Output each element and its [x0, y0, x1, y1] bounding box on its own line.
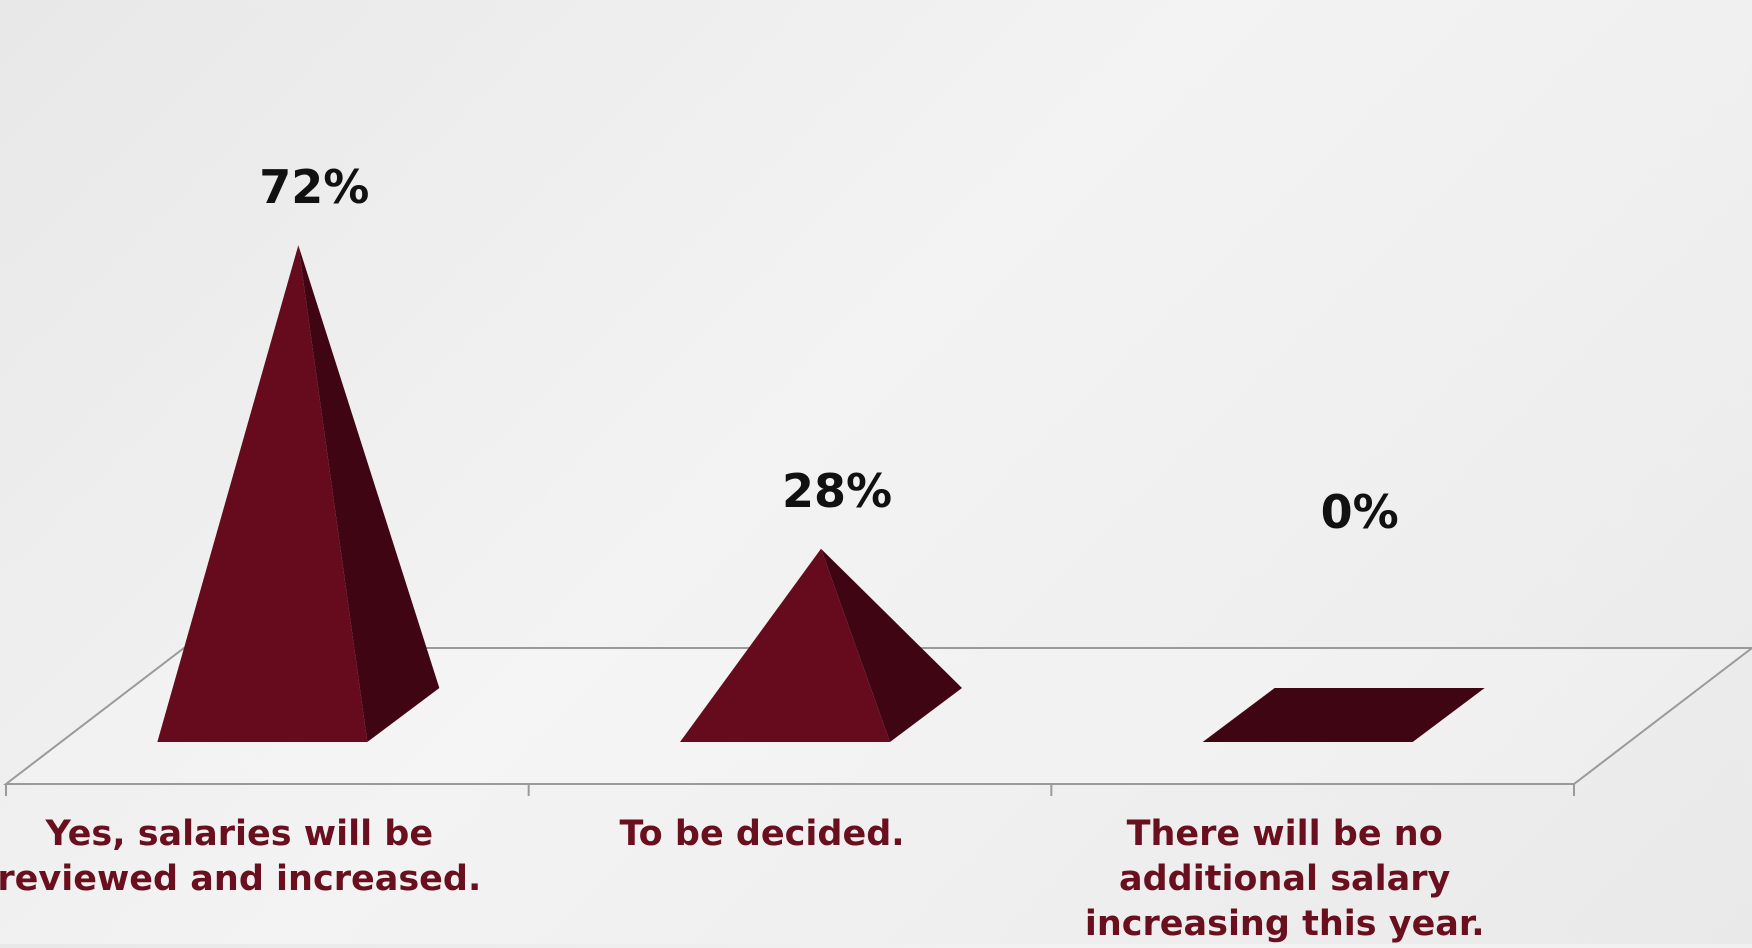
x-tick-label-line: There will be no [1127, 814, 1443, 854]
pyramid-side-face [298, 245, 440, 742]
x-tick-label: Yes, salaries will be reviewed and increa… [0, 814, 481, 899]
data-label: 72% [259, 160, 369, 214]
x-tick-label-line: Yes, salaries will be [45, 814, 434, 854]
pyramid-front-face [680, 548, 890, 742]
x-tick-label-line: reviewed and increased. [0, 859, 481, 899]
x-tick-label-line: To be decided. [619, 814, 904, 854]
data-label: 28% [782, 464, 892, 518]
x-tick-label-line: increasing this year. [1085, 904, 1485, 944]
x-tick-label: There will be no additional salary increas… [1085, 814, 1485, 944]
chart-labels: 72% Yes, salaries will be reviewed and inc… [0, 160, 1485, 944]
pyramid-flat-base [1202, 688, 1485, 742]
pyramid-side-face [821, 548, 962, 742]
x-tick-label: To be decided. [619, 814, 904, 854]
x-tick-label-line: additional salary [1119, 859, 1451, 899]
pyramid-front-face [157, 245, 368, 742]
data-label: 0% [1321, 485, 1399, 539]
chart-marks [157, 245, 1485, 742]
